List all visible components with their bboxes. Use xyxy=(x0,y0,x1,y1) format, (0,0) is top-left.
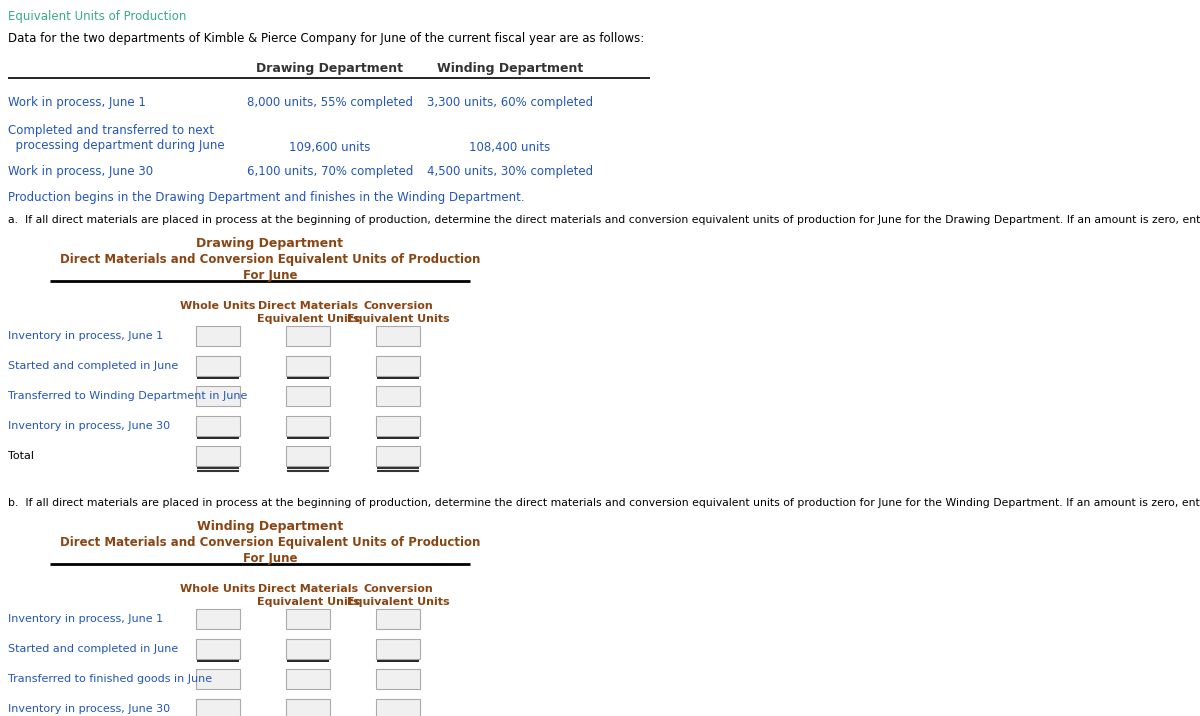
Text: For June: For June xyxy=(242,552,298,565)
Text: Work in process, June 1: Work in process, June 1 xyxy=(8,96,146,109)
Text: Whole Units: Whole Units xyxy=(180,584,256,594)
FancyBboxPatch shape xyxy=(286,386,330,406)
FancyBboxPatch shape xyxy=(376,699,420,716)
FancyBboxPatch shape xyxy=(286,416,330,436)
FancyBboxPatch shape xyxy=(376,386,420,406)
Text: Conversion: Conversion xyxy=(364,301,433,311)
Text: Winding Department: Winding Department xyxy=(197,520,343,533)
FancyBboxPatch shape xyxy=(286,326,330,346)
FancyBboxPatch shape xyxy=(286,669,330,689)
FancyBboxPatch shape xyxy=(286,609,330,629)
FancyBboxPatch shape xyxy=(196,386,240,406)
Text: Drawing Department: Drawing Department xyxy=(197,237,343,250)
FancyBboxPatch shape xyxy=(376,609,420,629)
Text: Started and completed in June: Started and completed in June xyxy=(8,644,179,654)
Text: Equivalent Units: Equivalent Units xyxy=(257,314,359,324)
Text: Inventory in process, June 30: Inventory in process, June 30 xyxy=(8,704,170,714)
Text: Transferred to Winding Department in June: Transferred to Winding Department in Jun… xyxy=(8,391,247,401)
FancyBboxPatch shape xyxy=(376,446,420,466)
Text: 6,100 units, 70% completed: 6,100 units, 70% completed xyxy=(247,165,413,178)
FancyBboxPatch shape xyxy=(286,699,330,716)
Text: b.  If all direct materials are placed in process at the beginning of production: b. If all direct materials are placed in… xyxy=(8,498,1200,508)
FancyBboxPatch shape xyxy=(376,669,420,689)
Text: 108,400 units: 108,400 units xyxy=(469,141,551,154)
Text: 4,500 units, 30% completed: 4,500 units, 30% completed xyxy=(427,165,593,178)
Text: Inventory in process, June 1: Inventory in process, June 1 xyxy=(8,331,163,341)
Text: Data for the two departments of Kimble & Pierce Company for June of the current : Data for the two departments of Kimble &… xyxy=(8,32,644,45)
FancyBboxPatch shape xyxy=(196,699,240,716)
Text: Total: Total xyxy=(8,451,34,461)
Text: Direct Materials: Direct Materials xyxy=(258,584,358,594)
Text: Conversion: Conversion xyxy=(364,584,433,594)
FancyBboxPatch shape xyxy=(376,326,420,346)
Text: Whole Units: Whole Units xyxy=(180,301,256,311)
Text: Production begins in the Drawing Department and finishes in the Winding Departme: Production begins in the Drawing Departm… xyxy=(8,191,524,204)
FancyBboxPatch shape xyxy=(286,356,330,376)
FancyBboxPatch shape xyxy=(196,609,240,629)
FancyBboxPatch shape xyxy=(196,639,240,659)
FancyBboxPatch shape xyxy=(376,356,420,376)
Text: Inventory in process, June 30: Inventory in process, June 30 xyxy=(8,421,170,431)
Text: Drawing Department: Drawing Department xyxy=(257,62,403,75)
Text: 3,300 units, 60% completed: 3,300 units, 60% completed xyxy=(427,96,593,109)
Text: 8,000 units, 55% completed: 8,000 units, 55% completed xyxy=(247,96,413,109)
Text: Equivalent Units of Production: Equivalent Units of Production xyxy=(8,10,186,23)
Text: Inventory in process, June 1: Inventory in process, June 1 xyxy=(8,614,163,624)
Text: 109,600 units: 109,600 units xyxy=(289,141,371,154)
Text: Direct Materials and Conversion Equivalent Units of Production: Direct Materials and Conversion Equivale… xyxy=(60,536,480,549)
Text: Completed and transferred to next: Completed and transferred to next xyxy=(8,124,214,137)
Text: Started and completed in June: Started and completed in June xyxy=(8,361,179,371)
FancyBboxPatch shape xyxy=(286,446,330,466)
Text: Equivalent Units: Equivalent Units xyxy=(347,597,449,607)
FancyBboxPatch shape xyxy=(376,639,420,659)
FancyBboxPatch shape xyxy=(196,446,240,466)
FancyBboxPatch shape xyxy=(196,326,240,346)
Text: Equivalent Units: Equivalent Units xyxy=(257,597,359,607)
Text: Equivalent Units: Equivalent Units xyxy=(347,314,449,324)
FancyBboxPatch shape xyxy=(196,416,240,436)
Text: a.  If all direct materials are placed in process at the beginning of production: a. If all direct materials are placed in… xyxy=(8,215,1200,225)
Text: Winding Department: Winding Department xyxy=(437,62,583,75)
FancyBboxPatch shape xyxy=(376,416,420,436)
Text: Work in process, June 30: Work in process, June 30 xyxy=(8,165,154,178)
FancyBboxPatch shape xyxy=(196,356,240,376)
Text: Direct Materials and Conversion Equivalent Units of Production: Direct Materials and Conversion Equivale… xyxy=(60,253,480,266)
Text: processing department during June: processing department during June xyxy=(8,139,224,152)
FancyBboxPatch shape xyxy=(286,639,330,659)
Text: For June: For June xyxy=(242,269,298,282)
Text: Transferred to finished goods in June: Transferred to finished goods in June xyxy=(8,674,212,684)
Text: Direct Materials: Direct Materials xyxy=(258,301,358,311)
FancyBboxPatch shape xyxy=(196,669,240,689)
